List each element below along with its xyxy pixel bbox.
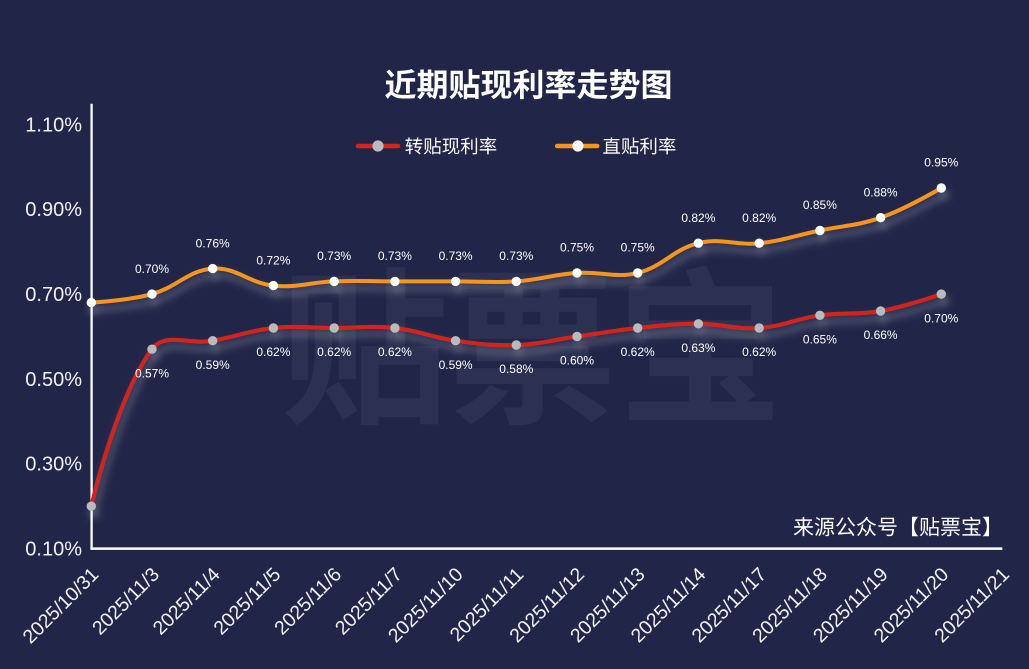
svg-text:0.30%: 0.30% [25,454,82,476]
svg-text:0.50%: 0.50% [25,369,82,391]
svg-text:0.57%: 0.57% [135,366,169,380]
svg-text:0.73%: 0.73% [499,249,533,263]
svg-text:0.70%: 0.70% [135,262,169,276]
svg-text:0.85%: 0.85% [803,198,837,212]
svg-text:0.90%: 0.90% [25,199,82,221]
svg-text:0.75%: 0.75% [621,241,655,255]
svg-text:0.62%: 0.62% [256,345,290,359]
svg-text:0.70%: 0.70% [25,284,82,306]
svg-text:0.95%: 0.95% [924,156,958,170]
svg-text:0.59%: 0.59% [439,358,473,372]
svg-text:0.62%: 0.62% [621,345,655,359]
svg-text:0.72%: 0.72% [256,253,290,267]
svg-text:0.58%: 0.58% [499,362,533,376]
svg-text:0.60%: 0.60% [560,354,594,368]
svg-text:0.62%: 0.62% [378,345,412,359]
svg-text:0.73%: 0.73% [439,249,473,263]
svg-text:0.63%: 0.63% [681,341,715,355]
svg-text:0.88%: 0.88% [864,185,898,199]
svg-text:0.62%: 0.62% [317,345,351,359]
svg-text:0.70%: 0.70% [924,311,958,325]
svg-text:0.59%: 0.59% [196,358,230,372]
svg-text:0.75%: 0.75% [560,241,594,255]
svg-text:0.10%: 0.10% [25,539,82,561]
svg-text:0.82%: 0.82% [681,211,715,225]
svg-text:0.82%: 0.82% [742,211,776,225]
svg-text:0.66%: 0.66% [864,328,898,342]
svg-text:1.10%: 1.10% [25,114,82,136]
svg-text:0.65%: 0.65% [803,333,837,347]
svg-text:0.73%: 0.73% [378,249,412,263]
svg-text:0.73%: 0.73% [317,249,351,263]
svg-text:0.62%: 0.62% [742,345,776,359]
svg-text:0.76%: 0.76% [196,236,230,250]
